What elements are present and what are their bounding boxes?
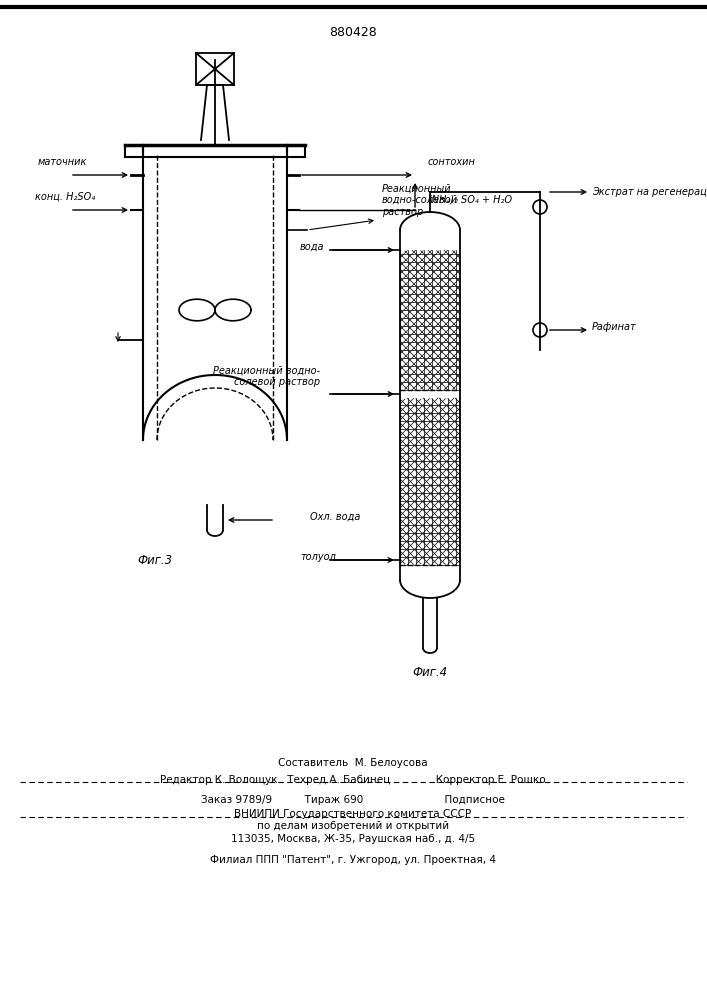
Text: Реакционный водно-
солевой раствор: Реакционный водно- солевой раствор xyxy=(213,365,320,387)
Text: Экстрат на регенерацию: Экстрат на регенерацию xyxy=(592,187,707,197)
Text: (NH₄)₂ SO₄ + H₂O: (NH₄)₂ SO₄ + H₂O xyxy=(428,195,512,205)
Text: Филиал ППП "Патент", г. Ужгород, ул. Проектная, 4: Филиал ППП "Патент", г. Ужгород, ул. Про… xyxy=(210,855,496,865)
Text: Заказ 9789/9          Тираж 690                         Подписное: Заказ 9789/9 Тираж 690 Подписное xyxy=(201,795,505,805)
Text: толуол: толуол xyxy=(300,552,336,562)
Text: сонтохин: сонтохин xyxy=(428,157,476,167)
Circle shape xyxy=(533,200,547,214)
Text: Редактор К. Волощук   Техред А. Бабинец              Корректор Е. Рошко: Редактор К. Волощук Техред А. Бабинец Ко… xyxy=(160,775,546,785)
Bar xyxy=(196,53,234,85)
Text: ВНИИПИ Государственного комитета СССР: ВНИИПИ Государственного комитета СССР xyxy=(235,809,472,819)
Text: Фиг.3: Фиг.3 xyxy=(137,554,173,566)
Text: Рафинат: Рафинат xyxy=(592,322,636,332)
Text: Охл. вода: Охл. вода xyxy=(310,512,361,522)
Text: 113035, Москва, Ж-35, Раушская наб., д. 4/5: 113035, Москва, Ж-35, Раушская наб., д. … xyxy=(231,834,475,844)
Text: по делам изобретений и открытий: по делам изобретений и открытий xyxy=(257,821,449,831)
Circle shape xyxy=(533,323,547,337)
Text: Фиг.4: Фиг.4 xyxy=(412,666,448,680)
Text: 880428: 880428 xyxy=(329,25,377,38)
Text: конц. H₂SO₄: конц. H₂SO₄ xyxy=(35,192,95,202)
Text: вода: вода xyxy=(300,242,325,252)
Text: Реакционный
водно-солевой
раствор: Реакционный водно-солевой раствор xyxy=(382,183,458,217)
Text: Составитель  М. Белоусова: Составитель М. Белоусова xyxy=(278,758,428,768)
Text: маточник: маточник xyxy=(38,157,88,167)
